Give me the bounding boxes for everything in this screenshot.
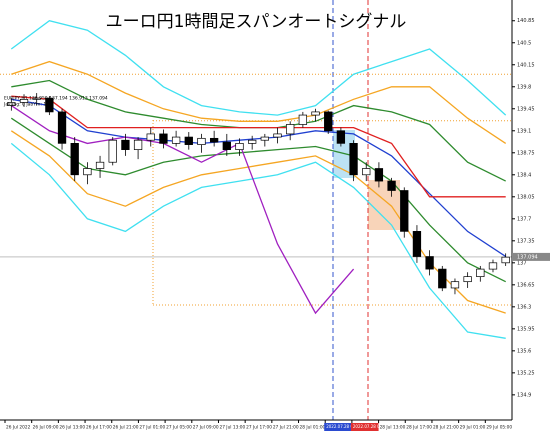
candle-body [362,168,371,176]
candle-body [501,256,510,264]
candle-body [412,231,422,257]
candle-body [235,143,244,150]
candle-body [19,98,29,103]
candle-body [450,281,460,289]
candle-body [336,130,346,144]
candle-body [95,161,105,169]
candle-body [209,137,219,143]
indicator-line [10,130,506,314]
y-tick-label: 140.85 [517,18,535,24]
candle-body [121,139,130,150]
candle-body [7,102,16,106]
y-tick-label: 136.3 [517,304,531,310]
x-tick-label: 27 Jul 05:00 [166,425,192,431]
y-tick-label: 137 [517,260,527,266]
x-tick-label: 2022.07.28 09:00 [353,424,389,429]
x-tick-label: 28 Jul 13:00 [380,425,406,431]
y-tick-label: 135.95 [517,326,535,332]
y-tick-label: 139.45 [517,106,535,112]
x-tick-label: 29 Jul 05:00 [486,425,512,431]
x-tick-label: 27 Jul 17:00 [246,425,272,431]
x-tick-label: 27 Jul 13:00 [219,425,245,431]
info-line: EURJPY,H1 136.950 137.194 136.913 137.09… [4,96,108,102]
candle-body [159,133,168,144]
candle-body [197,137,206,145]
indicator-line [10,105,355,315]
candle-body [184,136,193,145]
x-tick-label: 26 Jul 09:00 [33,425,59,431]
x-tick-label: 26 Jul 2022 [6,425,31,431]
indicator-line [11,95,506,198]
x-tick-label: 26 Jul 13:00 [59,425,85,431]
y-tick-label: 140.5 [517,40,531,46]
chart-title: ユーロ円1時間足スパンオートシグナル [106,12,407,32]
x-tick-label: 29 Jul 01:00 [460,425,486,431]
price-box [512,252,550,261]
x-tick-label: 28 Jul 17:00 [406,425,432,431]
candle-body [286,124,295,135]
x-label-highlight [350,423,379,431]
y-tick-label: 134.9 [517,392,531,398]
candle-body [298,114,308,125]
candle-body [146,133,155,141]
candle-body [32,97,41,100]
candle-body [70,143,79,176]
candle-body [324,111,333,132]
x-tick-label: 26 Jul 21:00 [113,425,139,431]
candle-body [387,180,396,191]
candle-body [133,139,143,150]
y-tick-label: 135.25 [517,370,535,376]
candle-body [171,136,181,144]
indicator-line [10,117,506,283]
indicator-line [11,60,507,144]
candle-body [400,190,409,232]
y-tick-label: 136.65 [517,282,535,288]
x-tick-label: 2022.07.28 05:00 [326,424,362,429]
price-label: 137.094 [517,254,538,260]
indicator-line [10,19,507,116]
info-line: Jakang: 0 JabYm: 1 [3,102,46,108]
x-tick-label: 26 Jul 17:00 [86,425,112,431]
candle-body [108,139,117,163]
x-tick-label: 28 Jul 21:00 [433,425,459,431]
candle-body [476,268,485,277]
candle-body [260,136,269,141]
candle-body [57,111,67,144]
candle-body [488,262,498,270]
y-tick-label: 139.8 [517,84,531,90]
y-tick-label: 138.75 [517,150,535,156]
candle-body [311,111,320,116]
y-tick-label: 138.4 [517,172,531,178]
y-tick-label: 140.15 [517,62,535,68]
candle-body [222,141,231,150]
y-tick-label: 139.1 [517,128,531,134]
x-tick-label: 28 Jul 01:00 [300,425,326,431]
candle-body [425,256,434,270]
x-tick-label: 27 Jul 09:00 [193,425,219,431]
candle-body [273,133,282,138]
candle-body [248,139,257,144]
x-tick-label: 27 Jul 01:00 [139,425,165,431]
y-tick-label: 135.6 [517,348,531,354]
y-tick-label: 137.7 [517,216,531,222]
candle-body [374,168,384,182]
plot [0,19,512,339]
candle-body [83,168,92,176]
y-tick-label: 138.05 [517,194,535,200]
x-tick-label: 27 Jul 21:00 [273,425,299,431]
candle-body [438,268,447,289]
candle-body [349,143,358,176]
x-label-highlight [324,423,352,431]
y-tick-label: 137.35 [517,238,535,244]
candle-body [463,276,472,283]
indicator-line [10,142,506,339]
candle-body [45,97,54,113]
